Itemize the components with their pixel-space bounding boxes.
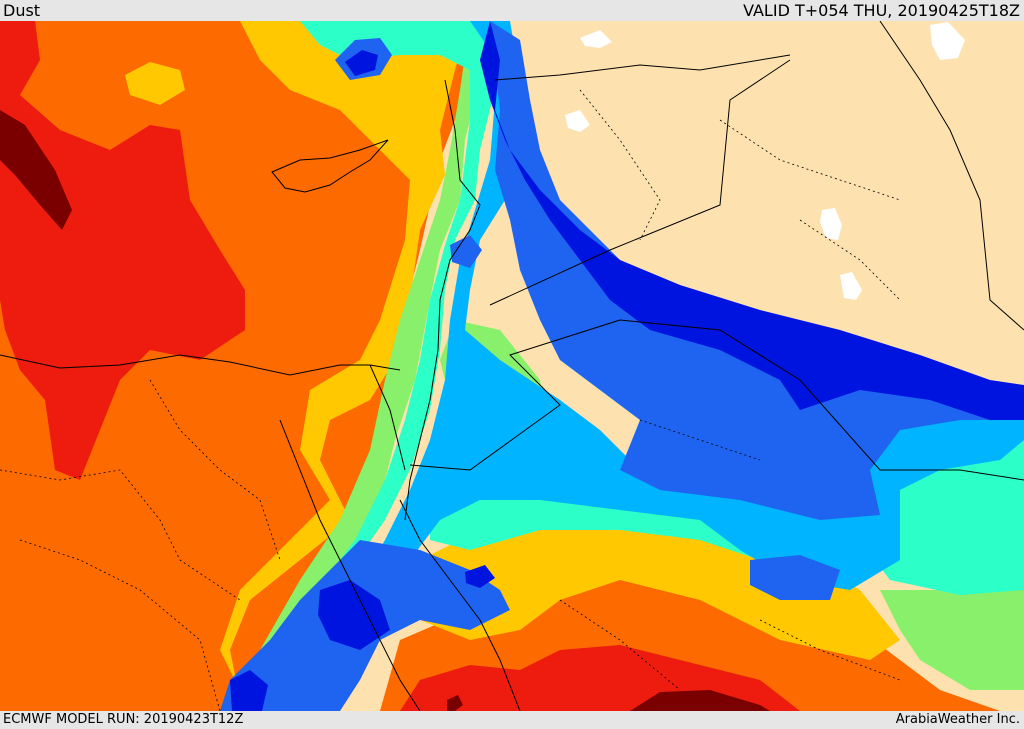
dust-level-yellow <box>220 21 470 711</box>
valid-time-label: VALID T+054 THU, 20190425T18Z <box>743 1 1020 20</box>
dust-concentration-map <box>0 21 1024 711</box>
dust-level-red <box>0 21 245 480</box>
border-jordan-saudi <box>409 319 621 471</box>
dust-level-cyan-green <box>255 21 500 711</box>
dust-level-deep-blue-south <box>318 580 390 650</box>
dust-level-blue-east <box>750 555 840 600</box>
dust-level-deep-blue <box>480 21 1024 420</box>
bottom-bar: ECMWF MODEL RUN: 20190423T12Z ArabiaWeat… <box>0 711 1024 729</box>
model-run-label: ECMWF MODEL RUN: 20190423T12Z <box>3 712 244 727</box>
dust-level-dark-red <box>0 110 72 230</box>
border-syria-iraq <box>489 59 791 306</box>
dust-level-dark-red-south <box>630 690 770 711</box>
coastline-red-sea-west <box>279 419 421 711</box>
border-egypt-israel <box>369 364 406 471</box>
dust-level-blue-spot <box>450 235 482 268</box>
coastline-egypt-north <box>0 354 401 376</box>
country-borders <box>0 21 1024 711</box>
product-title: Dust <box>3 1 41 20</box>
dust-level-light-green-east <box>880 580 1024 690</box>
dust-level-yellow-patch <box>125 62 185 105</box>
coastline-levant <box>404 79 481 521</box>
credit-label: ArabiaWeather Inc. <box>895 712 1020 727</box>
coastline-red-sea-east <box>399 499 521 711</box>
dust-level-deep-blue-sw <box>230 670 268 711</box>
top-bar: Dust VALID T+054 THU, 20190425T18Z <box>0 0 1024 21</box>
cyprus-island <box>271 139 389 193</box>
dust-level-dark-red-spot <box>447 695 463 711</box>
border-iran-iraq <box>879 21 1024 331</box>
border-turkey-syria <box>494 54 791 81</box>
dust-level-light-green <box>235 21 490 711</box>
province-borders <box>0 89 901 711</box>
lake-habbaniyah <box>840 272 862 300</box>
dust-level-blue <box>490 21 1024 520</box>
dust-level-deep-blue-spot <box>465 565 495 588</box>
lake-tharthar <box>820 208 842 240</box>
dust-level-light-blue <box>300 21 1024 711</box>
lake-van <box>930 22 965 60</box>
border-iraq-saudi <box>619 319 1024 481</box>
lake-north <box>580 30 612 48</box>
dust-level-deep-blue-north <box>345 50 378 76</box>
lake-assad <box>565 110 590 132</box>
